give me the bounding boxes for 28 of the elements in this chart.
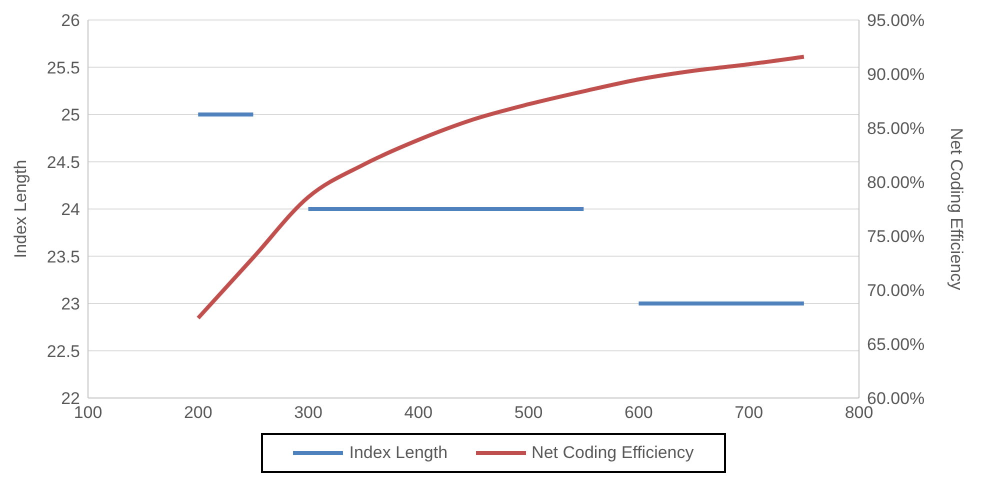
y-tick-label: 25 [61, 106, 80, 125]
x-tick-label: 700 [734, 403, 764, 422]
y2-tick-label: 75.00% [867, 227, 925, 246]
x-tick-label: 200 [184, 403, 212, 422]
y2-tick-label: 80.00% [867, 173, 925, 192]
y-axis-title: Index Length [11, 160, 30, 258]
x-tick-label: 500 [514, 403, 543, 422]
x-tick-label: 400 [404, 403, 433, 422]
y-tick-label: 26 [61, 11, 80, 30]
y2-axis-title: Net Coding Efficiency [946, 128, 966, 291]
y-tick-label: 22.5 [46, 342, 80, 361]
y-tick-label: 24.5 [46, 152, 80, 172]
x-tick-label: 800 [844, 403, 874, 422]
line-series [196, 54, 806, 320]
y-tick-label: 24 [61, 200, 80, 220]
y-tick-label: 23 [61, 294, 80, 314]
y-tick-label: 23.5 [46, 247, 80, 266]
y2-tick-label: 85.00% [867, 119, 925, 138]
legend-label: Net Coding Efficiency [532, 443, 694, 463]
x-tick-label: 100 [74, 403, 102, 422]
legend-label: Index Length [349, 443, 448, 463]
y2-tick-label: 70.00% [867, 281, 925, 300]
y-tick-label: 25.5 [46, 58, 80, 78]
y2-tick-label: 65.00% [867, 335, 925, 354]
y2-tick-label: 90.00% [867, 65, 925, 84]
x-tick-label: 300 [294, 403, 322, 422]
y2-tick-label: 95.00% [867, 11, 925, 30]
x-tick-label: 600 [624, 403, 653, 422]
